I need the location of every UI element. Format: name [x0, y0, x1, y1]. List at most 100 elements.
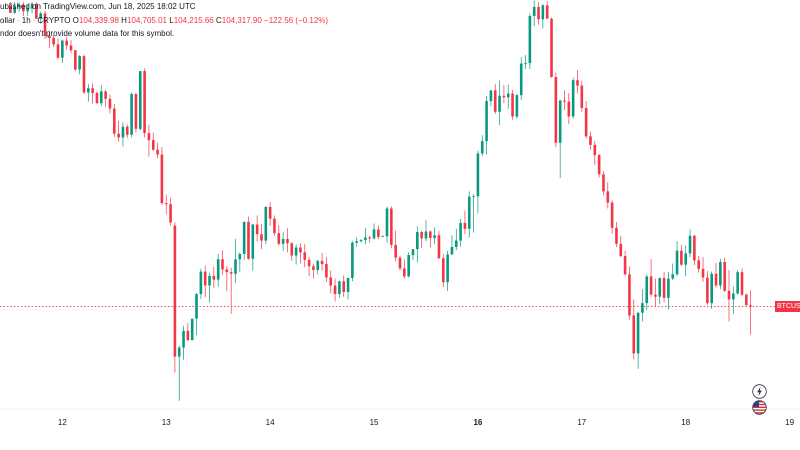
candle-body	[524, 63, 527, 64]
candle-body	[307, 259, 311, 267]
candle	[143, 68, 146, 138]
candle-body	[199, 271, 203, 295]
candle	[65, 36, 68, 50]
candle	[169, 197, 172, 226]
candle-body	[454, 240, 458, 248]
candle	[554, 72, 558, 148]
candle	[745, 293, 748, 306]
x-tick-label: 18	[681, 418, 691, 427]
candle	[441, 253, 445, 288]
candle	[472, 194, 475, 233]
candle-body	[489, 90, 493, 102]
candle	[403, 259, 406, 279]
candle-body	[390, 208, 393, 245]
candle	[351, 241, 354, 282]
candle-body	[104, 91, 107, 99]
candle-body	[632, 315, 636, 354]
candle	[476, 150, 480, 214]
us-flag-icon[interactable]	[752, 400, 767, 415]
candle-body	[39, 13, 42, 19]
candle	[268, 202, 272, 227]
candle	[229, 267, 233, 314]
x-tick-label: 15	[369, 418, 379, 427]
candle	[394, 230, 397, 262]
candle	[498, 80, 501, 126]
candle-body	[554, 76, 558, 143]
candle	[385, 206, 389, 243]
candle	[290, 242, 294, 261]
candle	[43, 10, 47, 40]
candle-body	[260, 234, 263, 241]
x-tick-label: 17	[577, 418, 587, 427]
candle	[56, 38, 60, 60]
symbol-prefix: ollar	[0, 16, 16, 25]
candle	[320, 252, 324, 271]
candle	[117, 120, 120, 142]
candle	[619, 235, 623, 258]
candle	[156, 142, 159, 159]
candle-body	[429, 231, 432, 238]
candle-body	[441, 258, 445, 283]
candle-body	[654, 294, 657, 297]
candle-body	[225, 269, 229, 273]
candle-body	[498, 95, 501, 112]
candle	[104, 89, 107, 107]
candle-body	[13, 6, 17, 13]
candle-body	[290, 243, 294, 256]
candle-body	[541, 5, 545, 20]
candle-body	[745, 294, 748, 306]
candle	[467, 191, 471, 238]
candle	[654, 278, 657, 307]
candle	[325, 257, 328, 282]
candle-body	[649, 276, 653, 295]
candle	[563, 90, 566, 111]
candle-body	[602, 174, 605, 192]
candle-body	[264, 206, 268, 241]
candle-body	[550, 18, 553, 77]
candle	[35, 2, 38, 19]
candle	[480, 135, 484, 157]
candle	[342, 275, 346, 297]
lightning-icon[interactable]	[752, 384, 767, 399]
candle-body	[229, 272, 233, 274]
candle	[524, 55, 527, 69]
candle	[242, 221, 246, 260]
candle	[740, 268, 744, 297]
candle	[164, 194, 168, 215]
candle	[26, 4, 30, 17]
candle	[688, 229, 692, 258]
change-value: −122.56 (−0.12%)	[264, 16, 329, 25]
price-tag: BTCUS	[775, 300, 800, 312]
x-tick-label: 16	[473, 418, 483, 427]
candle	[429, 230, 432, 248]
candle	[69, 40, 73, 53]
candle-body	[619, 243, 623, 257]
candle	[602, 171, 605, 196]
candle	[420, 230, 423, 249]
candle-body	[156, 149, 159, 155]
candle-body	[502, 95, 506, 98]
candle	[95, 91, 99, 104]
candle-body	[255, 224, 259, 235]
candle-body	[74, 50, 77, 70]
candle-body	[169, 204, 172, 223]
candle	[645, 274, 649, 311]
candle	[571, 77, 575, 119]
candle	[208, 272, 211, 303]
candle-body	[697, 260, 700, 269]
candle-body	[532, 6, 536, 17]
candle-body	[242, 221, 246, 254]
x-tick-label: 19	[785, 418, 795, 427]
exchange: CRYPTO	[37, 16, 71, 25]
candle	[247, 216, 250, 260]
candle-body	[563, 100, 566, 102]
candle	[597, 153, 601, 178]
candle-body	[407, 255, 410, 277]
candle	[87, 83, 90, 102]
candle-body	[732, 293, 735, 300]
candle	[346, 277, 350, 300]
candle-body	[195, 294, 198, 319]
candle-body	[662, 278, 666, 298]
candle	[130, 92, 133, 138]
